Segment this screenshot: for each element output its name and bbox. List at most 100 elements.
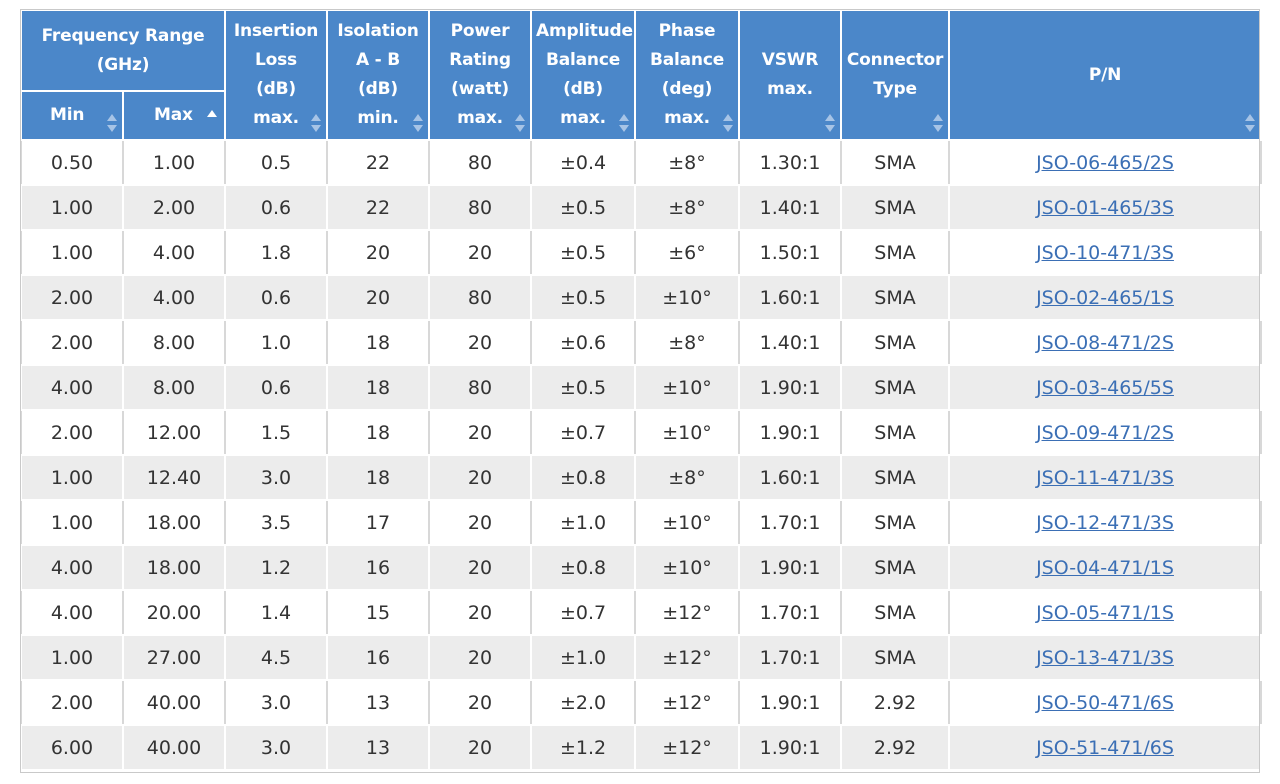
cell-phase-balance: ±12° [634, 590, 741, 636]
cell-power-rating: 20 [428, 455, 533, 501]
sort-arrows-icon[interactable] [933, 113, 944, 133]
cell-insertion-loss: 1.5 [224, 410, 329, 456]
cell-vswr: 1.90:1 [738, 545, 843, 591]
cell-connector-type: SMA [840, 500, 951, 546]
part-number-link[interactable]: JSO-06-465/2S [1036, 151, 1174, 174]
header-vswr[interactable]: VSWR max. [738, 9, 843, 141]
cell-pn: JSO-05-471/1S [948, 590, 1263, 636]
sort-ascending-icon[interactable] [207, 108, 218, 120]
header-amplitude-balance[interactable]: Amplitude Balance (dB) max. [530, 9, 637, 141]
cell-phase-balance: ±12° [634, 635, 741, 681]
sort-arrows-icon[interactable] [107, 113, 117, 133]
cell-min: 1.00 [20, 185, 124, 231]
cell-max: 27.00 [121, 635, 227, 681]
cell-phase-balance: ±12° [634, 680, 741, 726]
header-power-rating[interactable]: Power Rating (watt) max. [428, 9, 533, 141]
table-row: 1.00 27.00 4.5 16 20 ±1.0 ±12° 1.70:1 SMA JSO-13-… [20, 635, 1263, 681]
part-number-link[interactable]: JSO-05-471/1S [1036, 601, 1174, 624]
table-row: 0.50 1.00 0.5 22 80 ±0.4 ±8° 1.30:1 SMA JSO-06-46… [20, 140, 1263, 186]
part-number-link[interactable]: JSO-03-465/5S [1036, 376, 1174, 399]
sort-arrows-icon[interactable] [413, 113, 424, 133]
sort-arrows-icon[interactable] [825, 113, 836, 133]
cell-isolation: 17 [326, 500, 431, 546]
cell-vswr: 1.60:1 [738, 275, 843, 321]
sort-arrows-icon[interactable] [619, 113, 630, 133]
cell-max: 2.00 [121, 185, 227, 231]
cell-phase-balance: ±10° [634, 545, 741, 591]
cell-connector-type: 2.92 [840, 680, 951, 726]
cell-min: 2.00 [20, 320, 124, 366]
cell-connector-type: SMA [840, 590, 951, 636]
cell-max: 4.00 [121, 275, 227, 321]
cell-connector-type: SMA [840, 410, 951, 456]
cell-insertion-loss: 0.6 [224, 275, 329, 321]
cell-pn: JSO-04-471/1S [948, 545, 1263, 591]
cell-vswr: 1.40:1 [738, 320, 843, 366]
cell-insertion-loss: 1.0 [224, 320, 329, 366]
part-number-link[interactable]: JSO-13-471/3S [1036, 646, 1174, 669]
cell-connector-type: 2.92 [840, 725, 951, 771]
cell-connector-type: SMA [840, 140, 951, 186]
cell-insertion-loss: 3.0 [224, 680, 329, 726]
part-number-link[interactable]: JSO-50-471/6S [1036, 691, 1174, 714]
cell-insertion-loss: 0.5 [224, 140, 329, 186]
cell-vswr: 1.70:1 [738, 500, 843, 546]
cell-insertion-loss: 1.8 [224, 230, 329, 276]
part-number-link[interactable]: JSO-10-471/3S [1036, 241, 1174, 264]
part-number-link[interactable]: JSO-08-471/2S [1036, 331, 1174, 354]
cell-amplitude-balance: ±0.7 [530, 410, 637, 456]
part-number-link[interactable]: JSO-09-471/2S [1036, 421, 1174, 444]
table-row: 2.00 40.00 3.0 13 20 ±2.0 ±12° 1.90:1 2.92 JSO-50… [20, 680, 1263, 726]
sort-arrows-icon[interactable] [311, 113, 322, 133]
table-row: 6.00 40.00 3.0 13 20 ±1.2 ±12° 1.90:1 2.92 JSO-51… [20, 725, 1263, 771]
sort-arrows-icon[interactable] [723, 113, 734, 133]
part-number-link[interactable]: JSO-02-465/1S [1036, 286, 1174, 309]
cell-phase-balance: ±10° [634, 275, 741, 321]
cell-max: 40.00 [121, 725, 227, 771]
header-phase-balance[interactable]: Phase Balance (deg) max. [634, 9, 741, 141]
header-min[interactable]: Min [20, 90, 124, 141]
header-pn[interactable]: P/N [948, 9, 1263, 141]
cell-connector-type: SMA [840, 635, 951, 681]
cell-insertion-loss: 0.6 [224, 185, 329, 231]
cell-min: 1.00 [20, 500, 124, 546]
sort-arrows-icon[interactable] [515, 113, 526, 133]
cell-min: 1.00 [20, 455, 124, 501]
cell-max: 12.40 [121, 455, 227, 501]
cell-max: 40.00 [121, 680, 227, 726]
sort-arrows-icon[interactable] [1245, 113, 1256, 133]
cell-power-rating: 20 [428, 635, 533, 681]
header-isolation[interactable]: Isolation A - B (dB) min. [326, 9, 431, 141]
cell-vswr: 1.40:1 [738, 185, 843, 231]
cell-isolation: 13 [326, 680, 431, 726]
part-number-link[interactable]: JSO-11-471/3S [1036, 466, 1174, 489]
cell-pn: JSO-06-465/2S [948, 140, 1263, 186]
cell-vswr: 1.60:1 [738, 455, 843, 501]
cell-amplitude-balance: ±1.0 [530, 500, 637, 546]
cell-pn: JSO-01-465/3S [948, 185, 1263, 231]
table-row: 2.00 4.00 0.6 20 80 ±0.5 ±10° 1.60:1 SMA JSO-02-4… [20, 275, 1263, 321]
cell-pn: JSO-11-471/3S [948, 455, 1263, 501]
header-connector-type[interactable]: Connector Type [840, 9, 951, 141]
header-max[interactable]: Max [121, 90, 227, 141]
cell-isolation: 18 [326, 410, 431, 456]
cell-amplitude-balance: ±0.5 [530, 365, 637, 411]
cell-phase-balance: ±10° [634, 365, 741, 411]
part-number-link[interactable]: JSO-01-465/3S [1036, 196, 1174, 219]
part-number-link[interactable]: JSO-12-471/3S [1036, 511, 1174, 534]
cell-min: 2.00 [20, 680, 124, 726]
part-number-link[interactable]: JSO-51-471/6S [1036, 736, 1174, 759]
part-number-link[interactable]: JSO-04-471/1S [1036, 556, 1174, 579]
cell-max: 4.00 [121, 230, 227, 276]
cell-isolation: 18 [326, 320, 431, 366]
cell-connector-type: SMA [840, 545, 951, 591]
cell-power-rating: 20 [428, 320, 533, 366]
cell-min: 4.00 [20, 545, 124, 591]
header-insertion-loss[interactable]: Insertion Loss (dB) max. [224, 9, 329, 141]
cell-insertion-loss: 3.0 [224, 455, 329, 501]
cell-connector-type: SMA [840, 455, 951, 501]
cell-power-rating: 80 [428, 185, 533, 231]
cell-isolation: 18 [326, 365, 431, 411]
product-table: Frequency Range (GHz) Insertion Loss (dB) ma… [19, 8, 1263, 771]
cell-connector-type: SMA [840, 185, 951, 231]
